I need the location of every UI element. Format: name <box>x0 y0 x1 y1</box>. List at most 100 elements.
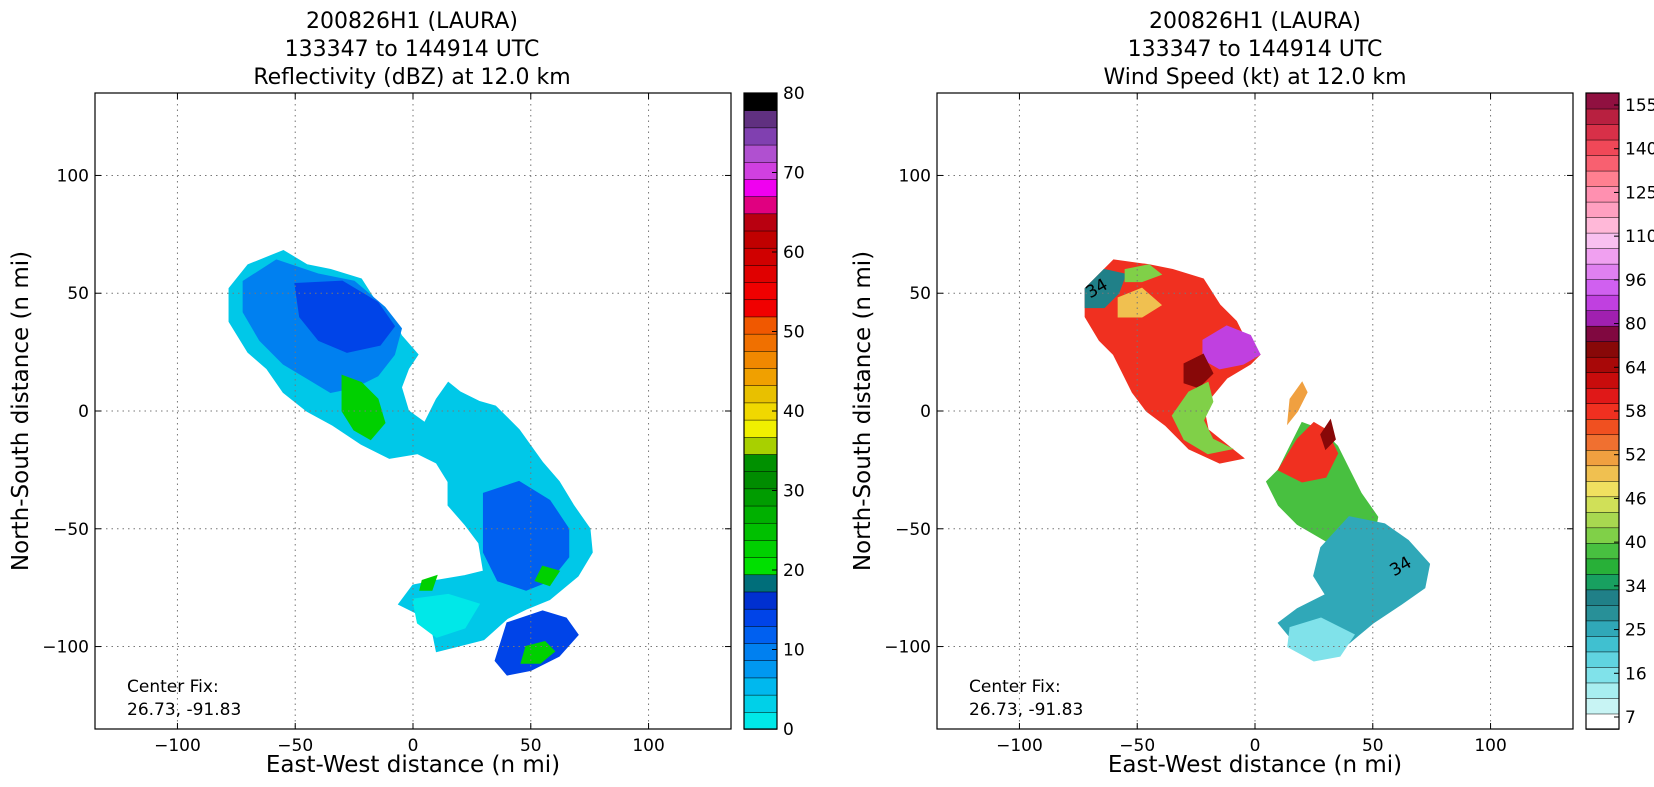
colorbar-swatch <box>743 247 778 266</box>
data-region <box>1287 617 1355 662</box>
colorbar-swatch <box>743 625 778 644</box>
center-fix-label: Center Fix: <box>127 677 219 697</box>
x-axis-label: East-West distance (n mi) <box>266 752 560 778</box>
colorbar-swatch <box>743 384 778 404</box>
colorbar-tick-label: 155 <box>1625 96 1654 116</box>
colorbar-swatch <box>743 195 778 215</box>
colorbar-swatch <box>1585 465 1620 482</box>
colorbar-swatch <box>743 213 778 232</box>
colorbar-swatch <box>743 522 778 541</box>
colorbar-swatch <box>1585 139 1620 156</box>
y-tick-label: 50 <box>909 284 931 304</box>
y-axis-label: North-South distance (n mi) <box>850 251 876 571</box>
colorbar-tick-label: 70 <box>783 164 805 184</box>
y-tick-label: −50 <box>895 520 931 540</box>
colorbar-swatch <box>743 694 778 713</box>
colorbar-tick-label: 58 <box>1625 402 1647 422</box>
colorbar-tick-label: 16 <box>1625 664 1647 684</box>
y-tick-label: 0 <box>78 402 89 422</box>
y-axis-label: North-South distance (n mi) <box>8 251 34 571</box>
colorbar-swatch <box>743 659 778 679</box>
center-fix-label: Center Fix: <box>969 677 1061 697</box>
colorbar-swatch <box>1585 713 1620 730</box>
colorbar-swatch <box>1585 434 1620 451</box>
colorbar-swatch <box>1585 449 1620 467</box>
colorbar-swatch <box>743 470 778 490</box>
colorbar-swatch <box>1585 185 1620 203</box>
colorbar-tick-label: 0 <box>783 720 794 740</box>
colorbar-swatch <box>1585 589 1620 606</box>
x-tick-label: 50 <box>1362 736 1384 756</box>
chart-title-line-2: 133347 to 144914 UTC <box>285 37 540 62</box>
x-tick-label: 100 <box>632 736 664 756</box>
colorbar-tick-label: 140 <box>1625 140 1654 160</box>
colorbar-swatch <box>1585 558 1620 575</box>
wind-speed-panel: 200826H1 (LAURA) 133347 to 144914 UTC Wi… <box>850 9 1654 778</box>
colorbar: 7 16 25 34 40 46 52 58 64 80 96 110 125 140 155 <box>1585 92 1654 730</box>
colorbar-swatch <box>1585 201 1620 218</box>
data-region <box>1320 418 1336 451</box>
y-tick-label: −50 <box>53 520 89 540</box>
colorbar-swatch <box>1585 371 1620 389</box>
chart-title-line-3: Wind Speed (kt) at 12.0 km <box>1103 65 1406 90</box>
colorbar-swatch <box>1585 387 1620 404</box>
colorbar-swatch <box>1585 651 1620 668</box>
y-tick-label: 100 <box>899 166 931 186</box>
colorbar-tick-label: 40 <box>1625 533 1647 553</box>
colorbar-swatch <box>743 539 778 558</box>
colorbar-tick-label: 80 <box>783 84 805 104</box>
colorbar-swatch <box>1585 635 1620 653</box>
reflectivity-panel: 200826H1 (LAURA) 133347 to 144914 UTC Re… <box>8 9 805 778</box>
colorbar-swatch <box>743 264 778 283</box>
colorbar-swatch <box>1585 511 1620 529</box>
colorbar-swatch <box>743 367 778 386</box>
x-tick-label: 0 <box>408 736 419 756</box>
colorbar-swatch <box>743 333 778 352</box>
plot-area <box>95 93 731 729</box>
colorbar-tick-label: 10 <box>783 641 805 661</box>
colorbar-swatch <box>743 642 778 661</box>
chart-title-line-3: Reflectivity (dBZ) at 12.0 km <box>253 65 570 90</box>
colorbar-tick-label: 34 <box>1625 577 1647 597</box>
colorbar-swatch <box>743 608 778 627</box>
chart-title-line-1: 200826H1 (LAURA) <box>306 9 518 34</box>
colorbar-swatch <box>743 556 778 576</box>
colorbar-tick-label: 80 <box>1625 315 1647 335</box>
y-tick-label: 100 <box>57 166 89 186</box>
data-region <box>341 374 386 441</box>
center-fix-coords: 26.73, -91.83 <box>969 700 1083 720</box>
colorbar-swatch <box>743 711 778 730</box>
colorbar-swatch <box>743 488 778 507</box>
data-region <box>1277 516 1431 648</box>
colorbar-swatch <box>1585 480 1620 498</box>
y-tick-label: −100 <box>42 638 89 658</box>
colorbar-swatch <box>743 92 778 111</box>
colorbar-swatch <box>743 453 778 472</box>
chart-title-line-2: 133347 to 144914 UTC <box>1128 37 1383 62</box>
colorbar-swatch <box>743 127 778 146</box>
colorbar: 0 10 20 30 40 50 60 70 80 <box>743 84 805 740</box>
data-region <box>534 565 561 587</box>
data-region <box>412 593 481 638</box>
data-region <box>419 574 438 591</box>
colorbar-swatch <box>1585 325 1620 342</box>
data-region <box>294 280 396 353</box>
colorbar-swatch <box>743 419 778 438</box>
chart-title-line-1: 200826H1 (LAURA) <box>1149 9 1361 34</box>
colorbar-swatch <box>743 591 778 610</box>
colorbar-swatch <box>743 436 778 455</box>
colorbar-swatch <box>1585 356 1620 373</box>
colorbar-swatch <box>1585 620 1620 637</box>
colorbar-swatch <box>1585 527 1620 544</box>
colorbar-tick-label: 125 <box>1625 183 1654 203</box>
colorbar-tick-label: 52 <box>1625 446 1647 466</box>
data-region <box>1084 268 1127 309</box>
data-region <box>1124 264 1163 283</box>
x-tick-label: 0 <box>1250 736 1261 756</box>
data-region <box>1117 287 1163 318</box>
y-tick-label: 50 <box>67 284 89 304</box>
colorbar-swatch <box>1585 232 1620 249</box>
colorbar-tick-label: 40 <box>783 402 805 422</box>
